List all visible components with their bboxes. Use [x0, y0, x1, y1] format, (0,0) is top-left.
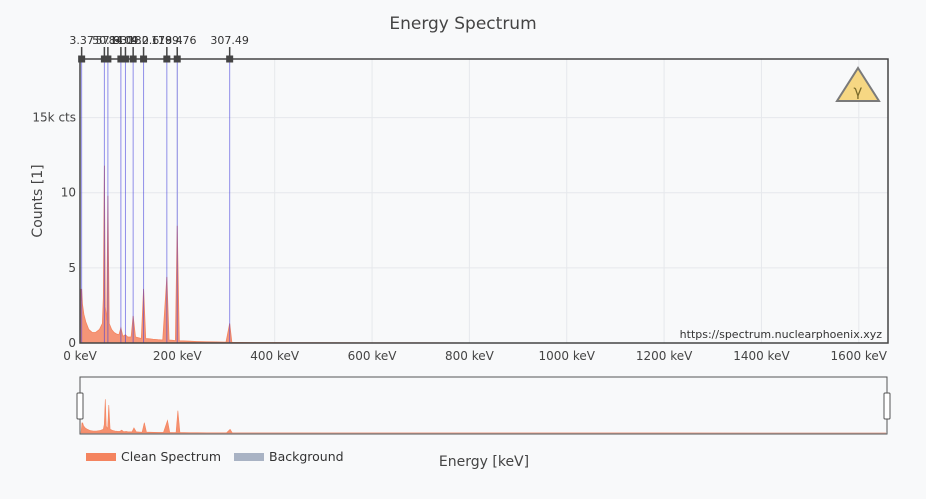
- source-annotation[interactable]: https://spectrum.nuclearphoenix.xyz: [680, 328, 883, 341]
- peak-marker-layer: 3.3750.157.384.093.4109.2130.6178.4199.7…: [69, 34, 249, 63]
- x-tick-label: 0 keV: [63, 349, 97, 363]
- peak-marker[interactable]: [130, 56, 137, 63]
- legend-swatch: [234, 453, 264, 461]
- peak-label: 3.37: [69, 34, 94, 47]
- range-slider[interactable]: [77, 377, 890, 434]
- x-tick-label: 1200 keV: [636, 349, 693, 363]
- peak-label: 307.49: [210, 34, 249, 47]
- x-tick-label: 400 keV: [250, 349, 300, 363]
- logo-glyph: γ: [854, 82, 863, 100]
- legend-item-background[interactable]: Background: [234, 449, 344, 464]
- y-tick-label: 5: [68, 261, 76, 275]
- legend-swatch: [86, 453, 116, 461]
- legend-item-clean-spectrum[interactable]: Clean Spectrum: [86, 449, 221, 464]
- y-tick-label: 15k cts: [32, 111, 76, 125]
- x-axis-label: Energy [keV]: [439, 454, 529, 470]
- radiation-warning-icon: γ: [837, 68, 879, 101]
- y-tick-label: 10: [61, 186, 76, 200]
- peak-marker[interactable]: [78, 56, 85, 63]
- range-slider-right-handle[interactable]: [884, 393, 890, 419]
- chart-title: Energy Spectrum: [389, 14, 536, 34]
- range-slider-track[interactable]: [80, 377, 887, 434]
- peak-marker[interactable]: [140, 56, 147, 63]
- y-axis-label: Counts [1]: [30, 164, 46, 237]
- peak-marker[interactable]: [104, 56, 111, 63]
- x-tick-label: 1000 keV: [539, 349, 596, 363]
- x-tick-label: 200 keV: [153, 349, 203, 363]
- plot-frame: [80, 59, 888, 343]
- legend-label: Clean Spectrum: [121, 449, 221, 464]
- x-tick-label: 1600 keV: [831, 349, 888, 363]
- x-tick-label-layer: 0 keV 200 keV 400 keV 600 keV 800 keV 1000 ke…: [63, 349, 888, 363]
- y-tick-label: 0: [68, 336, 76, 350]
- peak-marker[interactable]: [174, 56, 181, 63]
- grid-layer: [80, 59, 888, 343]
- legend-label: Background: [269, 449, 344, 464]
- peak-marker[interactable]: [226, 56, 233, 63]
- x-tick-label: 800 keV: [445, 349, 495, 363]
- peak-marker[interactable]: [122, 56, 129, 63]
- peak-label: 199.76: [158, 34, 197, 47]
- legend: Clean Spectrum Background: [86, 449, 344, 464]
- x-tick-label: 1400 keV: [733, 349, 790, 363]
- x-tick-label: 600 keV: [348, 349, 398, 363]
- range-slider-left-handle[interactable]: [77, 393, 83, 419]
- peak-marker[interactable]: [163, 56, 170, 63]
